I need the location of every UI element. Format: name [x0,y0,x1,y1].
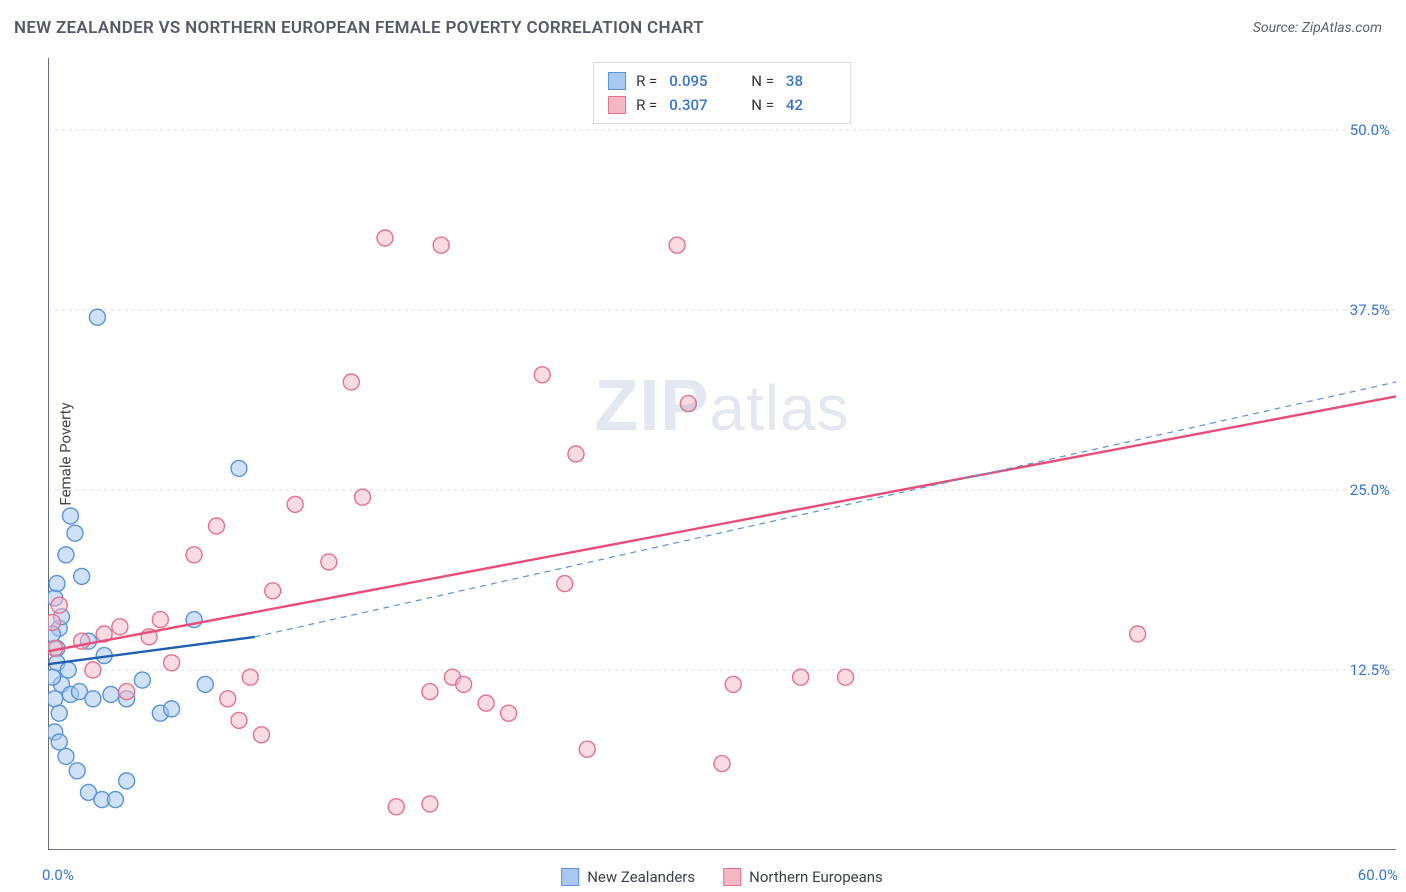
y-tick-label: 25.0% [1350,481,1390,499]
y-tick-label: 37.5% [1350,301,1390,319]
source-label: Source: ZipAtlas.com [1253,20,1382,36]
x-axis-min-label: 0.0% [42,866,74,884]
r-value-ne: 0.307 [669,93,719,117]
r-legend-row-nz: R = 0.095 N = 38 [608,69,836,93]
legend-swatch-ne [723,868,741,886]
legend-label-ne: Northern Europeans [749,868,883,886]
n-value-ne: 42 [786,93,836,117]
bottom-legend: New Zealanders Northern Europeans [561,868,883,886]
n-value-nz: 38 [786,69,836,93]
y-tick-label: 50.0% [1350,121,1390,139]
r-value-nz: 0.095 [669,69,719,93]
chart-area: Female Poverty ZIPatlas R = 0.095 N = 38… [48,58,1396,850]
r-legend-row-ne: R = 0.307 N = 42 [608,93,836,117]
x-axis-max-label: 60.0% [1358,866,1398,884]
scatter-svg [48,58,1396,850]
swatch-ne [608,96,626,114]
y-tick-label: 12.5% [1350,661,1390,679]
chart-title: NEW ZEALANDER VS NORTHERN EUROPEAN FEMAL… [14,18,704,38]
plot-area: ZIPatlas R = 0.095 N = 38 R = 0.307 N = … [48,58,1396,850]
r-legend: R = 0.095 N = 38 R = 0.307 N = 42 [593,62,851,124]
legend-label-nz: New Zealanders [587,868,695,886]
header: NEW ZEALANDER VS NORTHERN EUROPEAN FEMAL… [0,0,1406,46]
legend-item-nz: New Zealanders [561,868,695,886]
legend-item-ne: Northern Europeans [723,868,883,886]
legend-swatch-nz [561,868,579,886]
swatch-nz [608,72,626,90]
